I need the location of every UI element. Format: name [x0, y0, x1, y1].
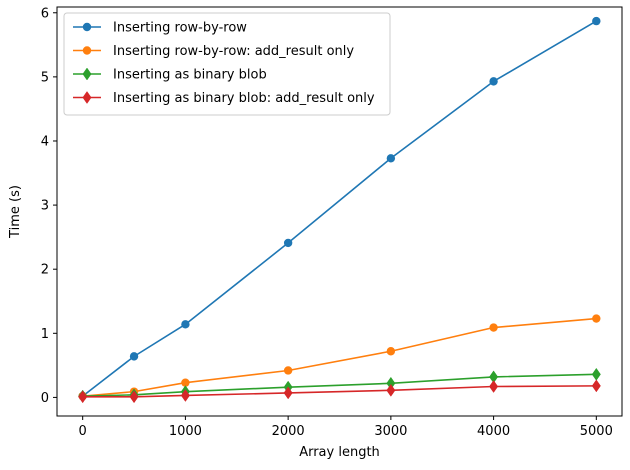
y-axis-label: Time (s) [8, 185, 23, 239]
data-point [489, 380, 499, 393]
legend: Inserting row-by-row Inserting row-by-row… [63, 12, 391, 116]
y-tick-label: 1 [41, 327, 49, 342]
y-tick-label: 2 [41, 263, 49, 278]
x-tick-label: 3000 [374, 424, 407, 439]
x-tick-label: 1000 [169, 424, 202, 439]
data-point [181, 378, 190, 387]
data-point [386, 383, 396, 397]
data-point [592, 16, 601, 26]
x-tick-label: 4000 [477, 424, 510, 439]
x-tick-label: 5000 [580, 424, 613, 439]
legend-label: Inserting as binary blob: add_result onl… [113, 91, 375, 106]
legend-item: Inserting as binary blob: add_result onl… [73, 91, 375, 106]
x-axis-label: Array length [299, 445, 380, 460]
data-point [591, 379, 601, 393]
data-point [592, 314, 601, 323]
data-point [283, 386, 293, 400]
data-point [181, 320, 190, 329]
series-layer [78, 16, 601, 404]
data-point [489, 77, 498, 86]
y-tick-label: 4 [41, 134, 49, 149]
data-point [180, 389, 190, 402]
legend-label: Inserting row-by-row: add_result only [113, 44, 354, 59]
y-tick-label: 5 [41, 70, 49, 85]
legend-label: Inserting row-by-row [113, 21, 247, 36]
axes-frame [56, 6, 623, 417]
legend-item: Inserting as binary blob [73, 68, 267, 83]
data-point [386, 154, 396, 163]
data-point [489, 323, 498, 332]
y-tick-label: 6 [41, 6, 49, 21]
series-4 [78, 379, 601, 404]
legend-swatch-marker [82, 91, 92, 104]
legend-swatch-marker [82, 67, 92, 81]
series-1 [78, 16, 601, 401]
legend-item: Inserting row-by-row: add_result only [73, 44, 354, 59]
series-line [82, 373, 597, 397]
legend-item: Inserting row-by-row [73, 21, 247, 36]
data-point [129, 390, 139, 404]
legend-swatch-marker [82, 46, 92, 55]
data-point [78, 390, 88, 404]
y-tick-label: 0 [41, 391, 49, 406]
data-point [591, 367, 601, 381]
series-2 [78, 314, 601, 401]
data-point [129, 352, 139, 361]
legend-box [63, 12, 391, 116]
x-tick-label: 2000 [272, 424, 305, 439]
y-tick-label: 3 [41, 199, 49, 214]
data-point [283, 238, 293, 248]
series-3 [78, 367, 601, 403]
data-point [386, 347, 396, 356]
data-point [283, 366, 293, 375]
x-tick-label: 0 [79, 424, 87, 439]
ticks-layer: 0 1000 2000 3000 4000 5000 0 1 2 3 4 5 6 [41, 6, 613, 439]
legend-label: Inserting as binary blob [113, 68, 267, 83]
legend-swatch-marker [82, 22, 92, 32]
